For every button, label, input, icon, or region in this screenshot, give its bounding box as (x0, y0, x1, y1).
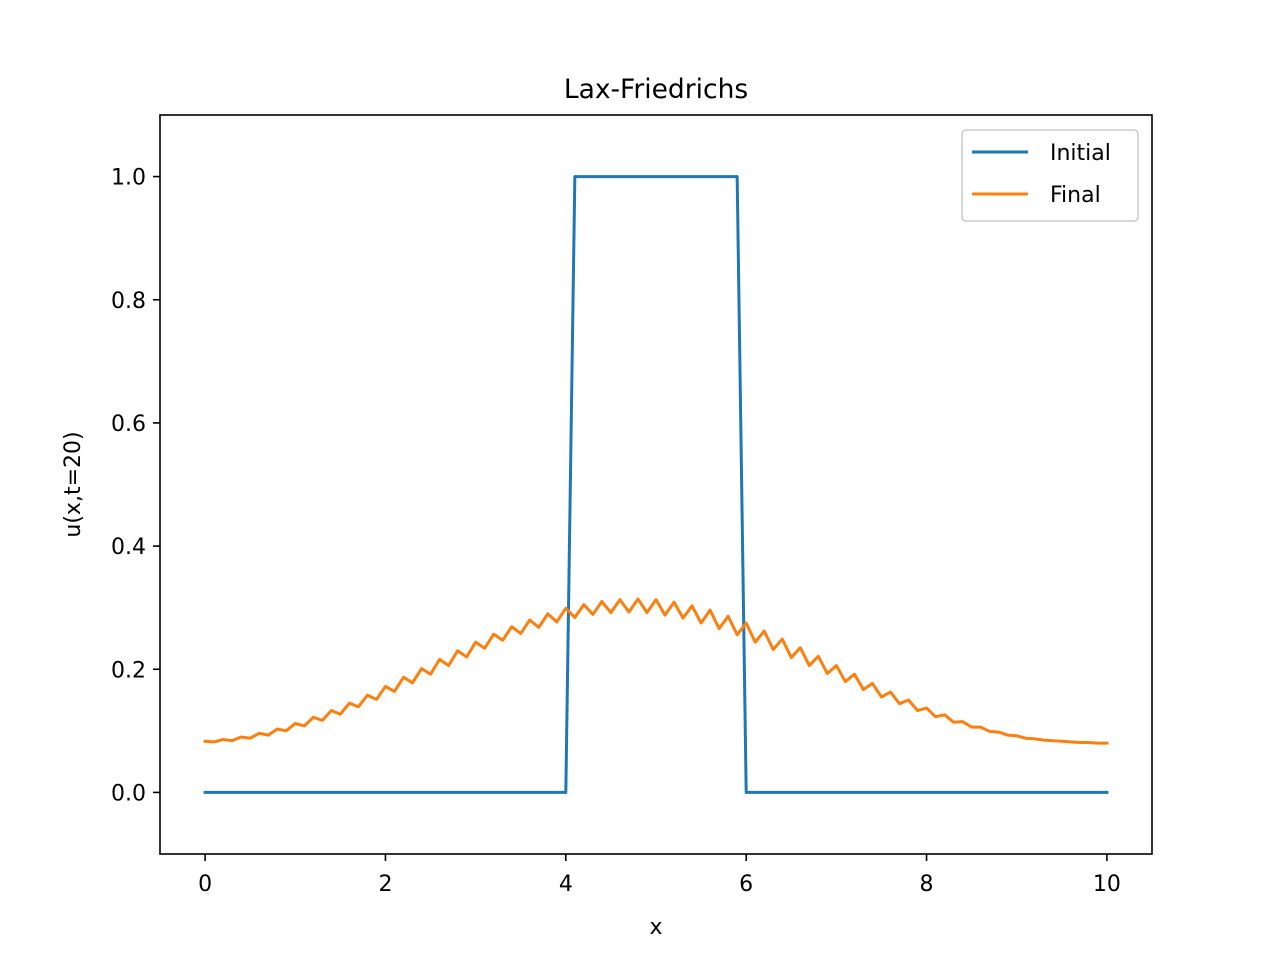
x-tick-label: 6 (739, 872, 753, 897)
x-axis-label: x (649, 915, 662, 940)
legend: Initial Final (961, 129, 1139, 222)
x-tick-label: 0 (198, 872, 212, 897)
legend-label-final: Final (1050, 183, 1101, 208)
y-tick-label: 0.0 (111, 781, 146, 806)
x-tick-label: 10 (1093, 872, 1121, 897)
chart-title: Lax-Friedrichs (564, 74, 748, 105)
plot-frame (159, 114, 1153, 855)
series-line-final (203, 597, 1109, 745)
y-axis-label: u(x,t=20) (61, 431, 86, 537)
y-tick-label: 1.0 (111, 166, 146, 191)
x-tick-label: 4 (559, 872, 573, 897)
series-layer (203, 175, 1109, 794)
x-ticks: 0 2 4 6 8 10 (198, 854, 1121, 897)
x-tick-label: 8 (920, 872, 934, 897)
legend-label-initial: Initial (1050, 141, 1111, 166)
series-line-initial (203, 175, 1109, 794)
y-ticks: 0.0 0.2 0.4 0.6 0.8 1.0 (111, 166, 160, 806)
y-tick-label: 0.2 (111, 658, 146, 683)
x-tick-label: 2 (378, 872, 392, 897)
y-tick-label: 0.4 (111, 535, 146, 560)
y-tick-label: 0.8 (111, 289, 146, 314)
y-tick-label: 0.6 (111, 412, 146, 437)
